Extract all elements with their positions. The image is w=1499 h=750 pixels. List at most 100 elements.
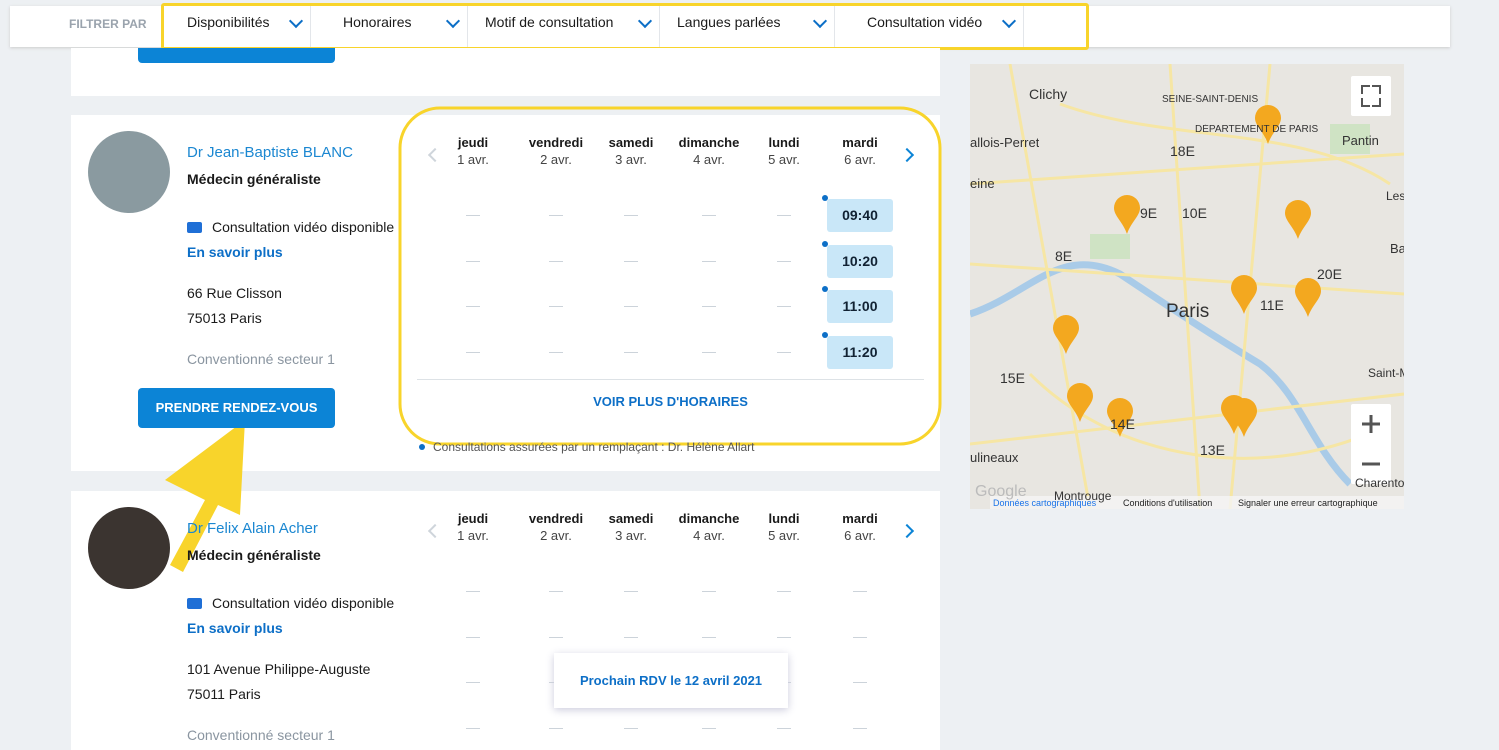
empty-slot[interactable] xyxy=(702,727,716,729)
empty-slot[interactable] xyxy=(853,591,867,592)
map-pin[interactable] xyxy=(1231,275,1257,314)
empty-slot[interactable] xyxy=(777,306,791,307)
empty-slot[interactable] xyxy=(624,260,638,262)
empty-slot[interactable] xyxy=(466,636,480,638)
map-pin[interactable] xyxy=(1053,315,1079,354)
day: mardi xyxy=(842,135,878,150)
date: 2 avr. xyxy=(540,152,572,167)
map-label: 18E xyxy=(1170,143,1195,159)
empty-slot[interactable] xyxy=(777,351,791,353)
date: 3 avr. xyxy=(615,152,647,167)
empty-slot[interactable] xyxy=(466,306,480,307)
day: lundi xyxy=(768,135,800,150)
map-pin[interactable] xyxy=(1295,278,1321,317)
empty-slot[interactable] xyxy=(624,591,638,592)
empty-slot[interactable] xyxy=(777,727,791,729)
slot-dot[interactable] xyxy=(822,240,828,247)
map-pin[interactable] xyxy=(1067,383,1093,422)
empty-slot[interactable] xyxy=(549,351,563,353)
filter-option[interactable]: Honoraires xyxy=(343,14,412,30)
empty-slot[interactable] xyxy=(702,260,716,262)
map-label: SEINE-SAINT-DENIS xyxy=(1162,94,1259,105)
slot-dot[interactable] xyxy=(822,286,828,292)
time-slot[interactable]: 10:20 xyxy=(827,244,893,278)
slot-dot[interactable] xyxy=(822,195,828,201)
button xyxy=(138,48,335,63)
sector: Conventionné secteur 1 xyxy=(187,727,335,743)
empty-slot[interactable] xyxy=(624,306,638,307)
map-pin[interactable] xyxy=(1231,398,1257,437)
empty-slot[interactable] xyxy=(702,306,716,307)
empty-slot[interactable] xyxy=(466,682,480,683)
time-slot[interactable]: 09:40 xyxy=(827,199,893,232)
address: 101 Avenue Philippe-Auguste xyxy=(187,661,371,677)
empty-slot[interactable] xyxy=(549,636,563,638)
empty-slot[interactable] xyxy=(549,591,563,592)
map-pin[interactable] xyxy=(1255,105,1281,144)
time-slot[interactable]: 11:00 xyxy=(827,290,893,323)
empty-slot[interactable] xyxy=(549,260,563,262)
empty-slot[interactable] xyxy=(466,351,480,353)
map-label: allois-Perret xyxy=(970,135,1040,150)
time-slot[interactable]: 11:20 xyxy=(827,335,893,369)
empty-slot[interactable] xyxy=(624,636,638,638)
sector: Conventionné secteur 1 xyxy=(187,351,335,367)
empty-slot[interactable] xyxy=(624,215,638,216)
empty-slot[interactable] xyxy=(702,636,716,638)
address: 75013 Paris xyxy=(187,310,262,326)
empty-slot[interactable] xyxy=(702,215,716,216)
empty-slot[interactable] xyxy=(777,215,791,216)
map-label: Saint-Ma xyxy=(1368,366,1404,380)
filter-option[interactable]: Consultation vidéo xyxy=(867,14,983,30)
note-dot xyxy=(419,444,425,450)
button[interactable]: PRENDRE RENDEZ-VOUS xyxy=(138,388,335,428)
empty-slot[interactable] xyxy=(702,591,716,592)
empty-slot[interactable] xyxy=(466,591,480,592)
specialty: Médecin généraliste xyxy=(187,171,321,187)
empty-slot[interactable] xyxy=(624,351,638,353)
map-label: 8E xyxy=(1055,248,1073,264)
empty-slot[interactable] xyxy=(466,727,480,729)
empty-slot[interactable] xyxy=(466,215,480,216)
empty-slot[interactable] xyxy=(777,591,791,592)
more-link[interactable]: En savoir plus xyxy=(187,244,283,260)
empty-slot[interactable] xyxy=(853,682,867,683)
map-pin[interactable] xyxy=(1114,195,1140,234)
map-label: ulineaux xyxy=(970,450,1019,465)
empty-slot[interactable] xyxy=(549,306,563,307)
empty-slot[interactable] xyxy=(777,636,791,638)
map-label: Bag xyxy=(1390,241,1404,256)
date: 5 avr. xyxy=(768,152,800,167)
empty-slot[interactable] xyxy=(853,636,867,638)
video-label: Consultation vidéo disponible xyxy=(212,595,395,611)
empty-slot[interactable] xyxy=(777,260,791,262)
map-label: Charenton-le xyxy=(1355,476,1404,490)
map-pin[interactable] xyxy=(1285,200,1311,239)
address: 75011 Paris xyxy=(187,686,261,702)
empty-slot[interactable] xyxy=(702,351,716,353)
date: 6 avr. xyxy=(844,528,876,543)
more-link[interactable]: En savoir plus xyxy=(187,620,283,636)
avatar xyxy=(88,507,170,589)
empty-slot[interactable] xyxy=(466,260,480,262)
map-label: 11E xyxy=(1260,297,1284,313)
empty-slot[interactable] xyxy=(549,727,563,729)
day: samedi xyxy=(608,135,654,150)
filter-option[interactable]: Disponibilités xyxy=(187,14,270,30)
divider xyxy=(310,6,311,47)
slot-dot[interactable] xyxy=(822,331,828,338)
filter-option[interactable]: Langues parlées xyxy=(677,14,781,30)
filter-option[interactable]: Motif de consultation xyxy=(485,14,614,30)
day: dimanche xyxy=(678,511,740,526)
empty-slot[interactable] xyxy=(853,727,867,729)
map-pin[interactable] xyxy=(1107,398,1133,437)
empty-slot[interactable] xyxy=(549,215,563,216)
map-label: 10E xyxy=(1182,205,1207,221)
more-hours-link[interactable]: VOIR PLUS D'HORAIRES xyxy=(593,394,748,409)
map-label: 14E xyxy=(1110,416,1135,432)
map-footer: Signaler une erreur cartographique xyxy=(1238,498,1378,508)
empty-slot[interactable] xyxy=(624,727,638,729)
map-label: Montrouge xyxy=(1054,489,1112,503)
day: samedi xyxy=(608,511,654,526)
map-footer: Conditions d'utilisation xyxy=(1123,498,1213,508)
